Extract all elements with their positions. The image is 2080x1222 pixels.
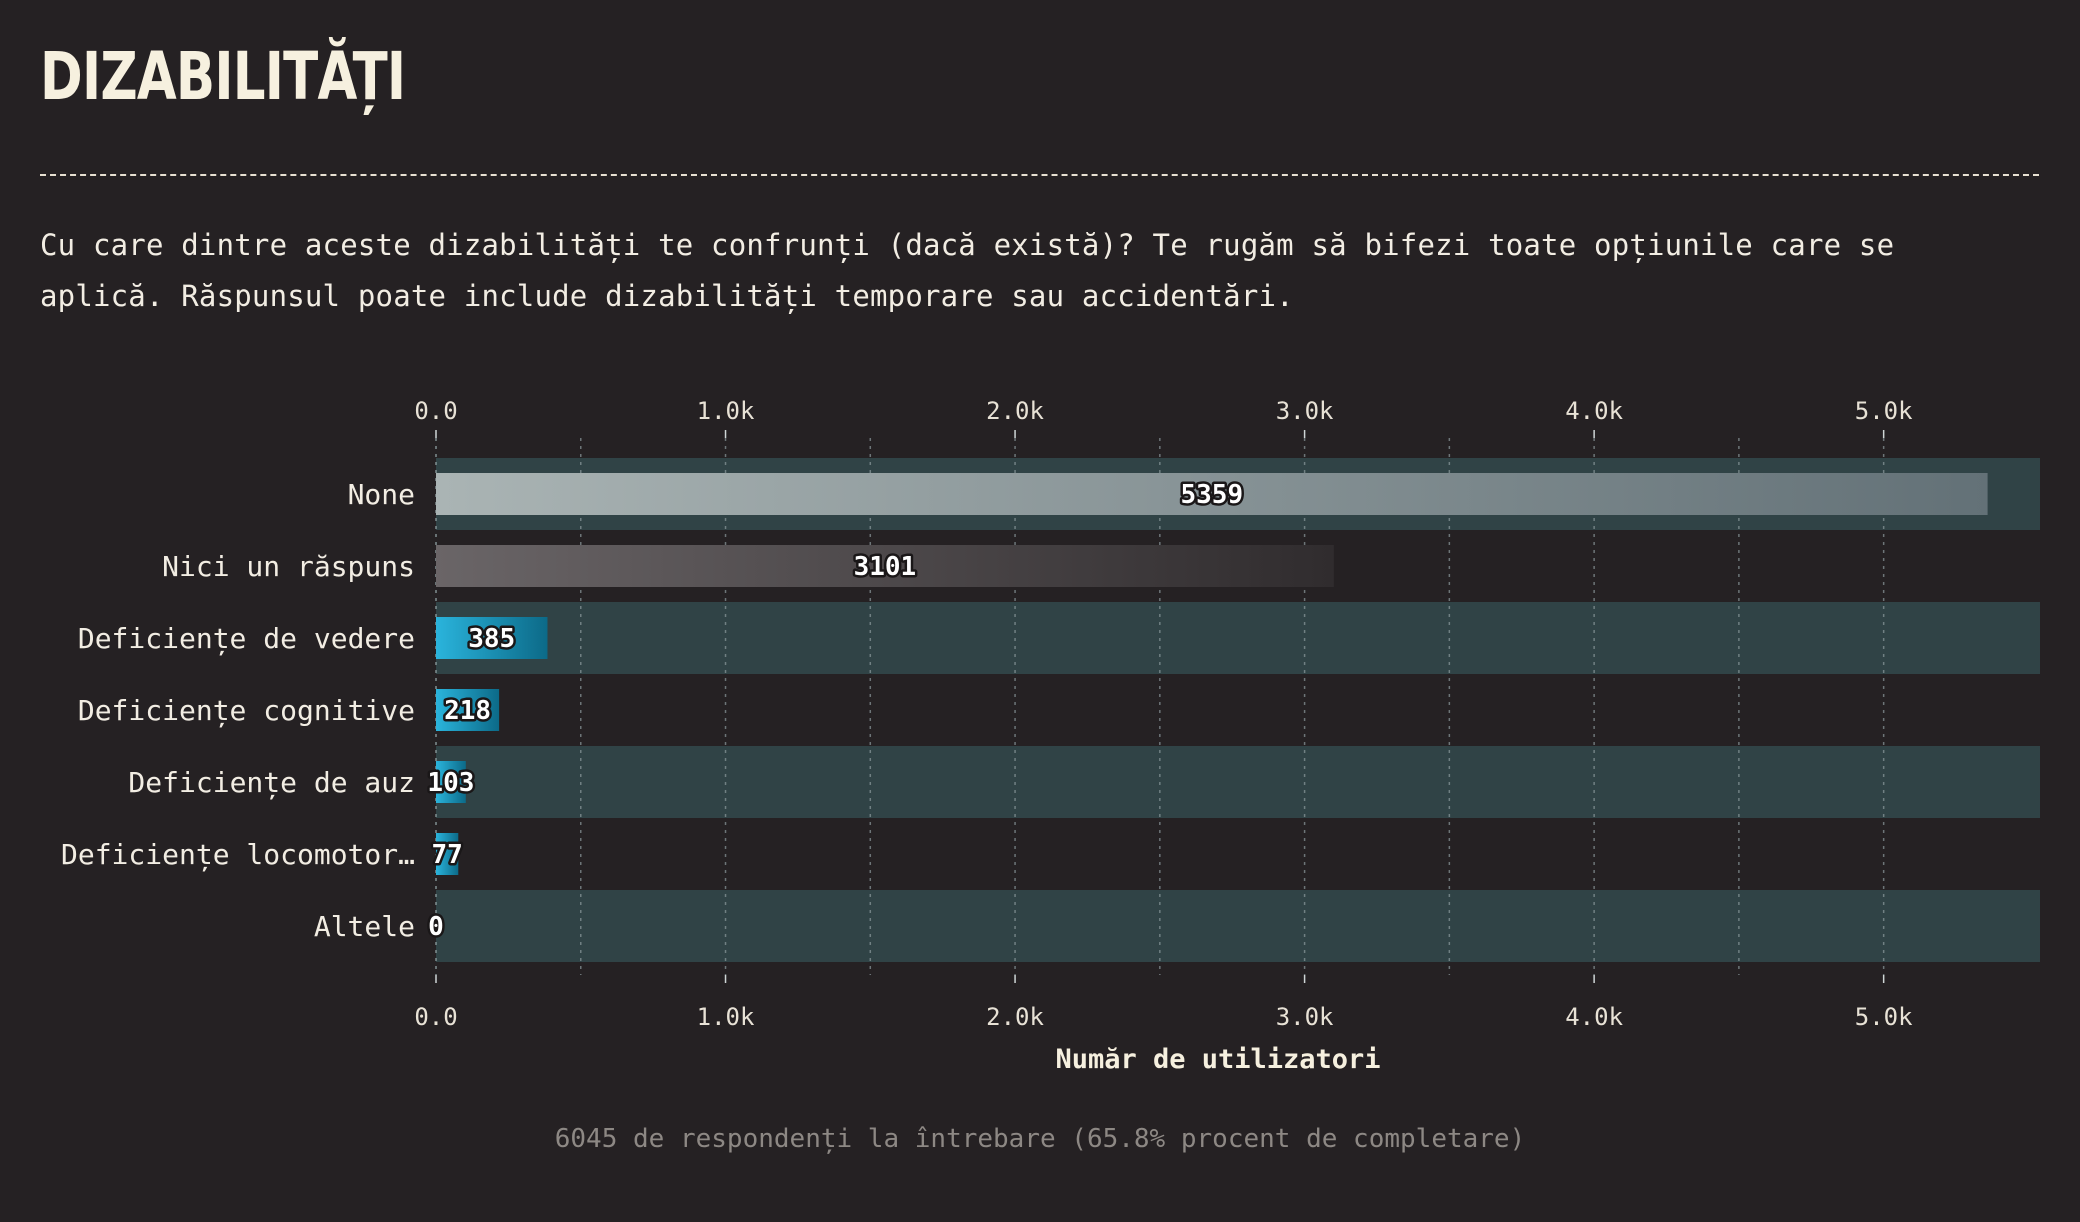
row-bands xyxy=(436,458,2040,962)
x-axis-title: Număr de utilizatori xyxy=(1055,1044,1380,1075)
title-divider xyxy=(40,174,2039,176)
page-title: DIZABILITĂȚI xyxy=(40,38,406,115)
question-text: Cu care dintre aceste dizabilități te co… xyxy=(40,228,1895,313)
bottom-tick-label: 4.0k xyxy=(1565,1003,1623,1031)
bars xyxy=(436,473,1988,875)
bar-value-label: 218 xyxy=(444,696,491,726)
row-band xyxy=(436,890,2040,962)
bar-value-label: 77 xyxy=(431,840,462,870)
category-label: Deficiențe locomotor… xyxy=(61,838,415,872)
category-label: None xyxy=(348,478,415,511)
bottom-tick-label: 2.0k xyxy=(986,1003,1044,1031)
bar-1 xyxy=(436,545,1334,587)
category-label: Altele xyxy=(314,910,415,943)
category-label: Deficiențe de vedere xyxy=(78,622,415,656)
category-label: Deficiențe cognitive xyxy=(78,694,415,728)
bar-4 xyxy=(436,761,466,803)
bottom-tick-label: 5.0k xyxy=(1855,1003,1913,1031)
respondents-footnote: 6045 de respondenți la întrebare (65.8% … xyxy=(554,1124,1526,1154)
bottom-tick-label: 1.0k xyxy=(697,1003,755,1031)
category-label: Deficiențe de auz xyxy=(128,766,415,800)
bar-2 xyxy=(436,617,548,659)
top-tick-label: 3.0k xyxy=(1276,397,1334,425)
top-tick-label: 1.0k xyxy=(697,397,755,425)
bar-value-label: 103 xyxy=(427,768,474,798)
bar-0 xyxy=(436,473,1988,515)
category-label: Nici un răspuns xyxy=(162,550,415,583)
bar-value-label: 3101 xyxy=(854,552,917,582)
row-band xyxy=(436,602,2040,674)
grid-lines xyxy=(435,430,1885,983)
value-labels: 5359 3101 385 218 103 77 0 xyxy=(425,478,1246,945)
bar-5 xyxy=(436,833,459,875)
category-labels: None Nici un răspuns Deficiențe de vedere D… xyxy=(61,478,415,943)
bottom-tick-label: 0.0 xyxy=(414,1003,457,1031)
row-band xyxy=(436,746,2040,818)
bar-value-label: 5359 xyxy=(1180,480,1243,510)
top-tick-label: 2.0k xyxy=(986,397,1044,425)
bar-3 xyxy=(436,689,500,731)
bottom-tick-label: 3.0k xyxy=(1276,1003,1334,1031)
top-tick-label: 5.0k xyxy=(1855,397,1913,425)
tick-labels: 0.0 0.0 1.0k 1.0k 2.0k 2.0k 3.0k 3.0k 4.0k 4.0k 5.… xyxy=(414,397,1913,1031)
bar-value-label: 0 xyxy=(428,912,444,942)
top-tick-label: 0.0 xyxy=(414,397,457,425)
top-tick-label: 4.0k xyxy=(1565,397,1623,425)
bar-value-label: 385 xyxy=(468,624,515,654)
